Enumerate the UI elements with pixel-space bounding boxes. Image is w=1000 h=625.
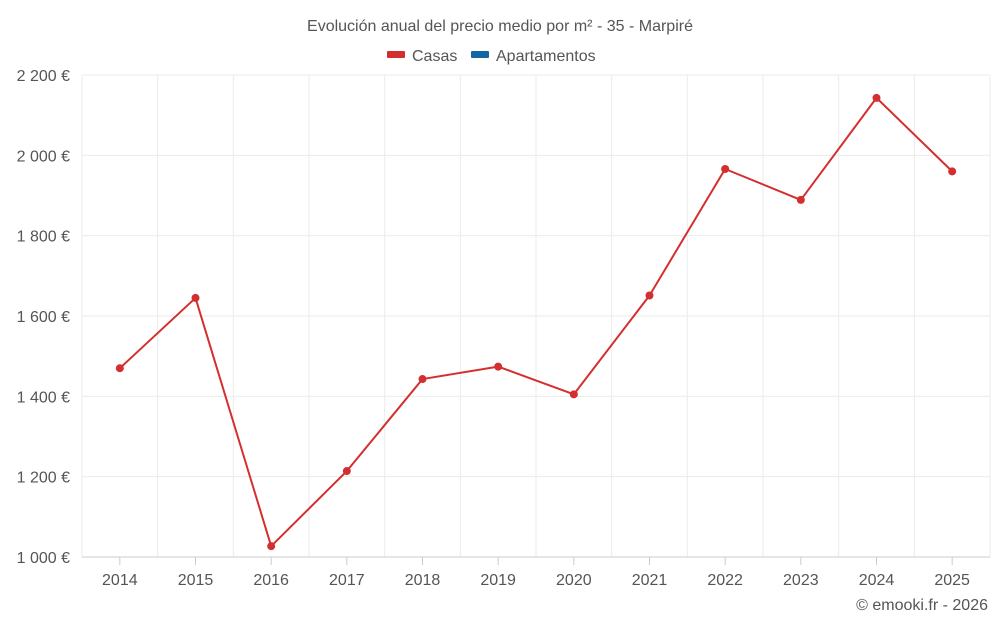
legend-label-casas[interactable]: Casas	[412, 48, 457, 65]
data-point[interactable]	[115, 364, 124, 373]
legend-swatch-apartamentos[interactable]	[471, 51, 489, 58]
legend: Casas Apartamentos	[387, 48, 596, 65]
x-tick-label: 2024	[859, 572, 895, 589]
grid	[81, 74, 991, 557]
data-point[interactable]	[418, 375, 427, 384]
series-line-casas	[119, 96, 953, 548]
data-point[interactable]	[948, 167, 957, 176]
y-tick-label: 2 200 €	[17, 68, 70, 85]
legend-swatch-casas[interactable]	[387, 51, 405, 58]
y-tick-label: 1 600 €	[17, 309, 70, 326]
data-point[interactable]	[721, 164, 730, 173]
data-point[interactable]	[569, 390, 578, 399]
data-point[interactable]	[796, 195, 805, 204]
data-point[interactable]	[191, 293, 200, 302]
x-tick-label: 2015	[178, 572, 214, 589]
data-point[interactable]	[494, 362, 503, 371]
x-tick-label: 2016	[253, 572, 289, 589]
data-point[interactable]	[267, 542, 276, 551]
x-tick-label: 2021	[632, 572, 668, 589]
data-point[interactable]	[645, 291, 654, 300]
x-tick-label: 2022	[707, 572, 743, 589]
data-point[interactable]	[872, 93, 881, 102]
y-tick-label: 1 800 €	[17, 229, 70, 246]
x-tick-label: 2023	[783, 572, 819, 589]
x-tick-label: 2014	[102, 572, 138, 589]
x-tick-label: 2020	[556, 572, 592, 589]
y-tick-label: 1 200 €	[17, 470, 70, 487]
x-tick-label: 2025	[934, 572, 970, 589]
x-axis-ticks: 2014 2015 2016 2017 2018 2019 2020 2021 2022 2023…	[102, 557, 970, 589]
legend-label-apartamentos[interactable]: Apartamentos	[496, 48, 596, 65]
y-axis-ticks: 1 000 € 1 200 € 1 400 € 1 600 € 1 800 € 2 000…	[17, 68, 70, 567]
credit-text: © emooki.fr - 2026	[856, 597, 988, 614]
y-tick-label: 2 000 €	[17, 148, 70, 165]
data-point[interactable]	[342, 467, 351, 476]
y-tick-label: 1 400 €	[17, 389, 70, 406]
chart-title: Evolución anual del precio medio por m² …	[307, 18, 693, 35]
series-casas	[115, 93, 957, 551]
x-tick-label: 2017	[329, 572, 365, 589]
y-tick-label: 1 000 €	[17, 550, 70, 567]
x-tick-label: 2019	[480, 572, 516, 589]
x-tick-label: 2018	[405, 572, 441, 589]
